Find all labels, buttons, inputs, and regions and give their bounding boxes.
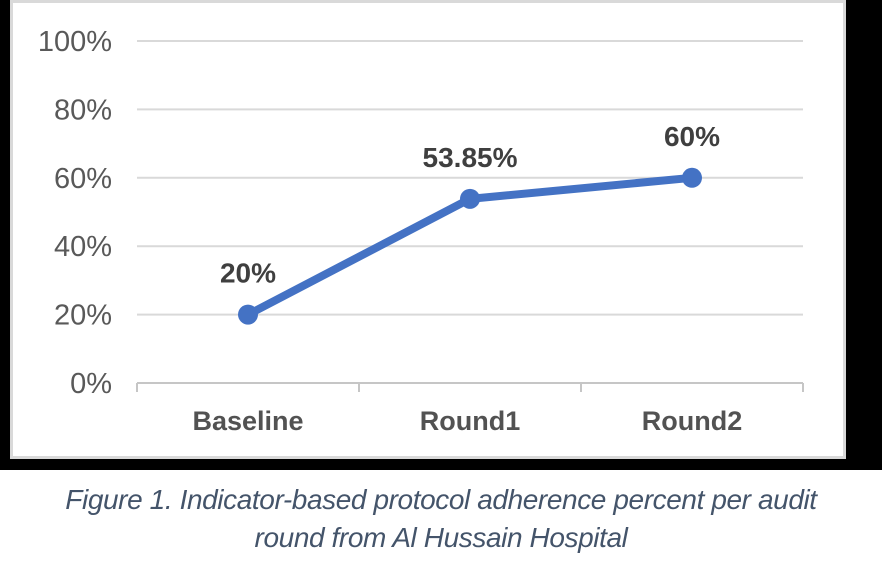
data-point bbox=[460, 188, 480, 209]
data-point bbox=[238, 304, 258, 325]
x-category-label: Round1 bbox=[420, 406, 521, 436]
data-label: 20% bbox=[220, 258, 276, 289]
y-tick-label: 100% bbox=[38, 26, 112, 58]
data-label: 60% bbox=[664, 121, 720, 152]
data-point bbox=[682, 167, 702, 188]
x-category-label: Round2 bbox=[642, 406, 743, 436]
y-tick-label: 60% bbox=[54, 163, 112, 195]
y-tick-label: 40% bbox=[54, 231, 112, 263]
y-tick-label: 20% bbox=[54, 300, 112, 332]
caption-line-1: Figure 1. Indicator-based protocol adher… bbox=[65, 484, 817, 515]
y-tick-label: 0% bbox=[70, 368, 112, 400]
figure-caption: Figure 1. Indicator-based protocol adher… bbox=[0, 481, 882, 557]
y-tick-label: 80% bbox=[54, 94, 112, 126]
data-label: 53.85% bbox=[423, 142, 518, 173]
figure-frame: 0% 20% 40% 60% 80% 100% Baseline Round1 Round2 20… bbox=[0, 0, 882, 470]
caption-line-2: round from Al Hussain Hospital bbox=[254, 522, 628, 553]
x-category-label: Baseline bbox=[192, 406, 303, 436]
line-chart: 0% 20% 40% 60% 80% 100% Baseline Round1 Round2 20… bbox=[38, 26, 804, 436]
chart-area: 0% 20% 40% 60% 80% 100% Baseline Round1 Round2 20… bbox=[10, 0, 846, 459]
